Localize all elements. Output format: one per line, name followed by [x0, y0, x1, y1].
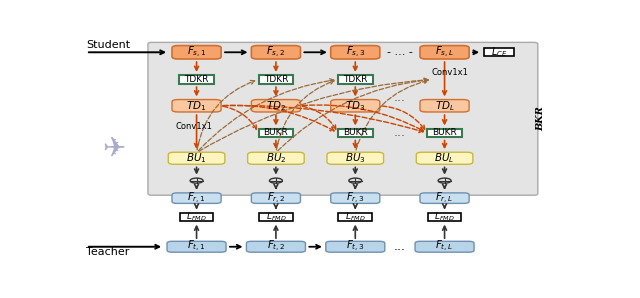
FancyBboxPatch shape	[331, 46, 380, 59]
Text: $F_{s,3}$: $F_{s,3}$	[346, 45, 365, 60]
Text: $F_{t,L}$: $F_{t,L}$	[435, 239, 454, 254]
Text: $F_{s,L}$: $F_{s,L}$	[435, 45, 454, 60]
FancyArrowPatch shape	[198, 79, 334, 150]
Bar	[259, 213, 292, 221]
FancyArrowPatch shape	[223, 106, 257, 129]
Text: $L_{CE}$: $L_{CE}$	[491, 45, 507, 59]
Text: $BU_2$: $BU_2$	[266, 151, 286, 165]
FancyBboxPatch shape	[327, 152, 383, 164]
FancyArrowPatch shape	[199, 78, 428, 151]
Text: $F_{t,2}$: $F_{t,2}$	[267, 239, 285, 254]
Text: $F_{r,L}$: $F_{r,L}$	[435, 191, 454, 206]
Text: $F_{s,1}$: $F_{s,1}$	[187, 45, 206, 60]
Bar	[428, 129, 462, 137]
Text: BUKR: BUKR	[343, 128, 367, 137]
Text: $TD_2$: $TD_2$	[266, 99, 286, 113]
Text: TDKR: TDKR	[184, 75, 209, 84]
FancyBboxPatch shape	[172, 193, 221, 203]
Text: $L_{FMD}$: $L_{FMD}$	[434, 211, 455, 223]
FancyArrowPatch shape	[381, 106, 425, 129]
FancyArrowPatch shape	[302, 106, 336, 129]
Bar	[259, 129, 293, 137]
Text: ...: ...	[394, 126, 406, 139]
Text: BKR: BKR	[536, 106, 545, 131]
Text: $L_{FMD}$: $L_{FMD}$	[186, 211, 207, 223]
FancyBboxPatch shape	[415, 241, 474, 252]
FancyBboxPatch shape	[331, 100, 380, 112]
FancyArrowPatch shape	[356, 80, 428, 150]
FancyBboxPatch shape	[420, 100, 469, 112]
Text: BUKR: BUKR	[264, 128, 288, 137]
Text: $TD_3$: $TD_3$	[345, 99, 365, 113]
Text: ✈: ✈	[102, 134, 125, 162]
FancyBboxPatch shape	[248, 152, 304, 164]
Text: $F_{t,3}$: $F_{t,3}$	[346, 239, 365, 254]
Text: $F_{r,1}$: $F_{r,1}$	[188, 191, 206, 206]
FancyArrowPatch shape	[302, 105, 424, 131]
FancyBboxPatch shape	[172, 46, 221, 59]
Text: $F_{r,3}$: $F_{r,3}$	[346, 191, 365, 206]
FancyArrowPatch shape	[197, 80, 255, 150]
Text: Student: Student	[86, 40, 130, 49]
FancyBboxPatch shape	[252, 100, 300, 112]
Text: TDKR: TDKR	[343, 75, 367, 84]
FancyArrowPatch shape	[223, 105, 423, 133]
Text: $F_{r,2}$: $F_{r,2}$	[267, 191, 285, 206]
Bar	[338, 75, 372, 84]
FancyBboxPatch shape	[246, 241, 305, 252]
FancyBboxPatch shape	[172, 100, 221, 112]
FancyBboxPatch shape	[420, 193, 469, 203]
Text: Conv1x1: Conv1x1	[431, 68, 468, 77]
FancyBboxPatch shape	[168, 152, 225, 164]
Text: Teacher: Teacher	[86, 247, 129, 257]
FancyBboxPatch shape	[331, 193, 380, 203]
Text: $BU_L$: $BU_L$	[435, 151, 455, 165]
FancyBboxPatch shape	[167, 241, 226, 252]
FancyArrowPatch shape	[278, 78, 428, 151]
Bar	[180, 213, 213, 221]
Text: Conv1x1: Conv1x1	[175, 122, 212, 131]
Text: $TD_1$: $TD_1$	[186, 99, 207, 113]
FancyBboxPatch shape	[148, 42, 538, 195]
FancyBboxPatch shape	[416, 152, 473, 164]
Bar	[338, 129, 372, 137]
Text: TDKR: TDKR	[264, 75, 288, 84]
Bar	[179, 75, 214, 84]
FancyArrowPatch shape	[276, 80, 334, 150]
FancyBboxPatch shape	[326, 241, 385, 252]
Text: BUKR: BUKR	[432, 128, 457, 137]
Text: $BU_3$: $BU_3$	[345, 151, 365, 165]
Text: ...: ...	[394, 240, 406, 253]
Text: $F_{s,2}$: $F_{s,2}$	[266, 45, 285, 60]
Text: $L_{FMD}$: $L_{FMD}$	[266, 211, 286, 223]
Text: ...: ...	[394, 91, 406, 105]
Bar	[428, 213, 461, 221]
Text: - ... -: - ... -	[387, 47, 413, 57]
Text: $F_{t,1}$: $F_{t,1}$	[188, 239, 206, 254]
Text: $TD_L$: $TD_L$	[435, 99, 454, 113]
FancyBboxPatch shape	[420, 46, 469, 59]
FancyBboxPatch shape	[252, 193, 300, 203]
Bar	[259, 75, 293, 84]
FancyArrowPatch shape	[223, 105, 334, 131]
Bar	[339, 213, 372, 221]
FancyBboxPatch shape	[252, 46, 300, 59]
Text: $L_{FMD}$: $L_{FMD}$	[345, 211, 365, 223]
Bar	[484, 48, 514, 56]
Text: $BU_1$: $BU_1$	[186, 151, 207, 165]
